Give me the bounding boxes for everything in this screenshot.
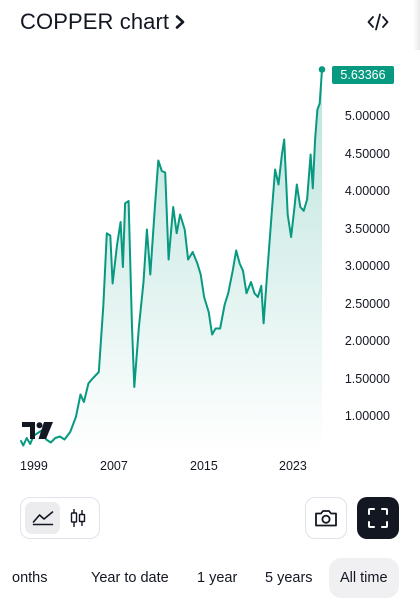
tradingview-logo-icon[interactable] xyxy=(22,422,54,440)
embed-code-button[interactable] xyxy=(362,6,394,38)
fullscreen-button[interactable] xyxy=(357,497,399,539)
last-price-dot xyxy=(318,66,326,73)
code-brackets-icon xyxy=(367,13,389,31)
x-tick-label: 2015 xyxy=(190,459,218,473)
camera-icon xyxy=(315,510,337,527)
tab-1-year[interactable]: 1 year xyxy=(197,570,238,586)
scroll-edge xyxy=(413,0,420,50)
area-chart-icon xyxy=(32,511,53,526)
chart-type-toggle xyxy=(20,497,100,539)
y-tick-label: 3.00000 xyxy=(344,259,390,273)
x-tick-label: 2023 xyxy=(279,459,307,473)
y-tick-label: 2.50000 xyxy=(344,296,390,311)
x-tick-label: 1999 xyxy=(20,459,48,473)
fullscreen-icon xyxy=(368,508,388,528)
area-chart-button[interactable] xyxy=(25,502,60,534)
tab-5-years[interactable]: 5 years xyxy=(265,570,313,586)
chart-area-fill xyxy=(21,69,322,452)
chart-header: COPPER chart xyxy=(0,0,420,46)
price-chart[interactable] xyxy=(0,55,420,455)
time-range-tabs: onths Year to date 1 year 5 years All ti… xyxy=(0,558,420,598)
last-price-badge: 5.63366 xyxy=(332,66,394,84)
chart-price-line xyxy=(20,68,323,447)
tab-months[interactable]: onths xyxy=(12,570,48,586)
chart-title-link[interactable]: COPPER chart xyxy=(20,6,186,38)
candlestick-chart-button[interactable] xyxy=(60,502,95,534)
screenshot-button[interactable] xyxy=(305,497,347,539)
chevron-right-icon xyxy=(175,15,185,29)
y-tick-label: 5.00000 xyxy=(344,109,390,123)
tab-all-time[interactable]: All time xyxy=(329,558,399,598)
candlestick-chart-icon xyxy=(70,509,85,527)
tab-year-to-date[interactable]: Year to date xyxy=(91,570,169,586)
y-tick-label: 1.00000 xyxy=(344,409,390,423)
y-tick-label: 4.50000 xyxy=(344,146,390,161)
x-tick-label: 2007 xyxy=(100,459,128,473)
page-title: COPPER chart xyxy=(20,9,170,34)
y-tick-label: 2.00000 xyxy=(344,334,390,348)
y-tick-label: 3.50000 xyxy=(344,221,390,236)
y-tick-label: 1.50000 xyxy=(344,371,390,386)
y-tick-label: 4.00000 xyxy=(344,184,390,198)
